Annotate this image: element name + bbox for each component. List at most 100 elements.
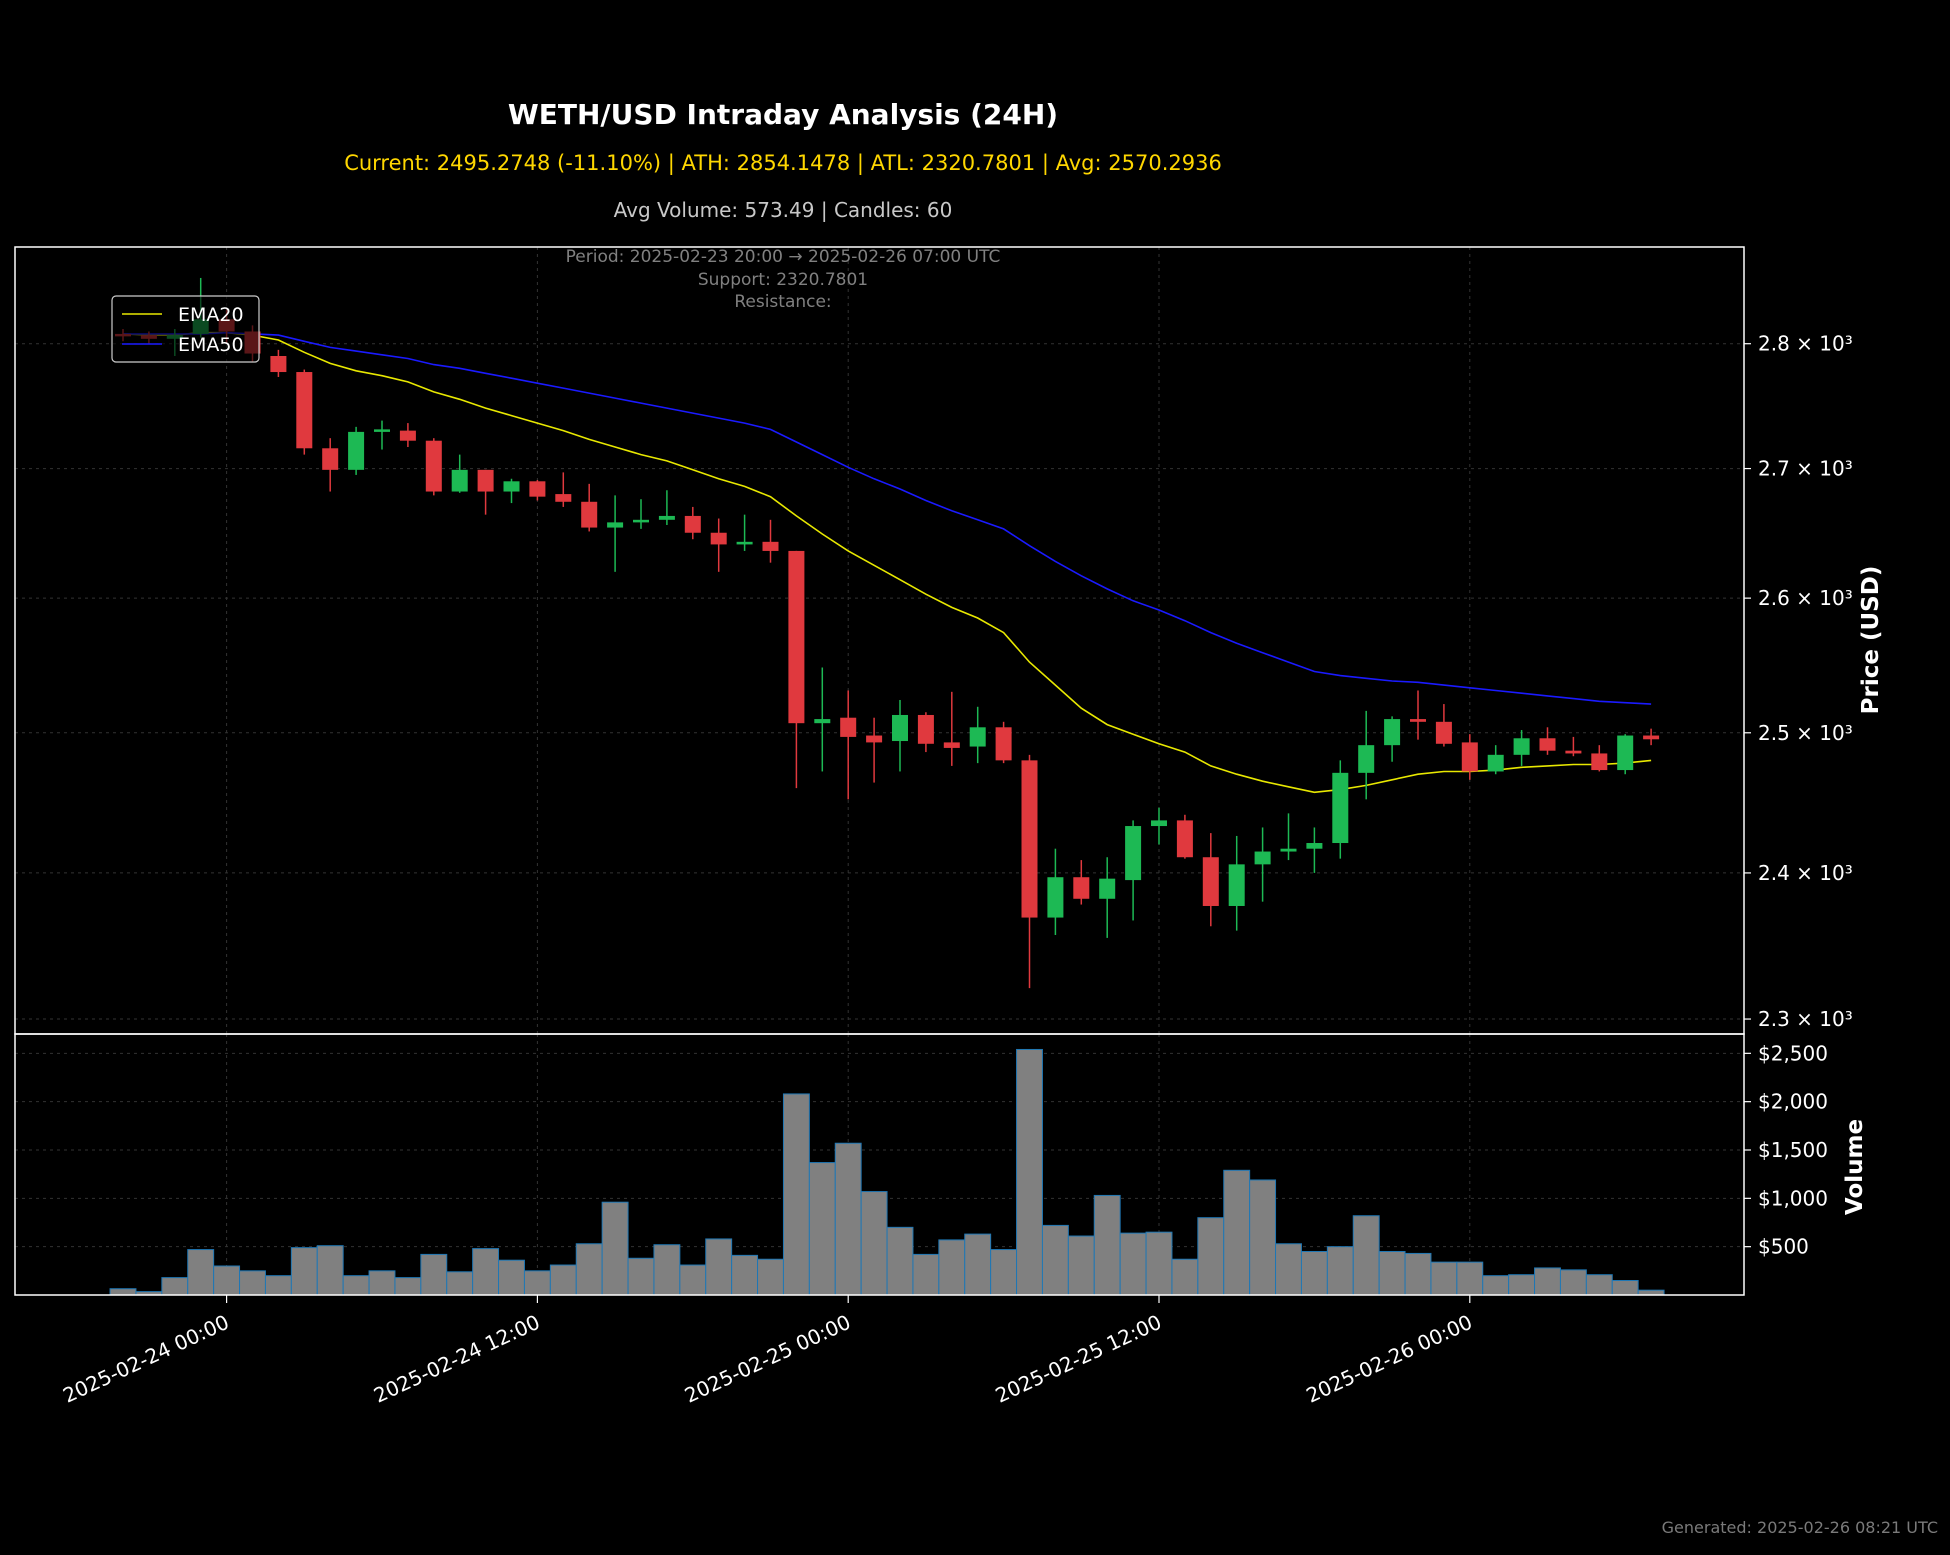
volume-bar	[1300, 1251, 1328, 1296]
volume-bar	[549, 1264, 577, 1296]
volume-bar	[498, 1259, 525, 1296]
price-tick-label: 2.5 × 10³	[1758, 721, 1853, 745]
candle-body-up	[348, 431, 365, 470]
volume-bar	[1352, 1215, 1380, 1296]
candle-body-down	[762, 541, 779, 551]
volume-bar	[1093, 1194, 1121, 1296]
candle-body-down	[840, 717, 857, 737]
volume-bar	[109, 1288, 137, 1296]
legend: EMA20 EMA50	[111, 295, 260, 363]
candle-body-up	[1254, 851, 1271, 865]
candle-body-up	[1487, 754, 1504, 772]
volume-bar	[731, 1254, 759, 1296]
chart-stats-subtitle: Current: 2495.2748 (-11.10%) | ATH: 2854…	[344, 151, 1222, 175]
volume-bar	[1378, 1251, 1406, 1296]
volume-bar	[834, 1142, 862, 1296]
candle-body-up	[658, 515, 675, 520]
ema-lines	[122, 331, 1652, 794]
volume-bar	[860, 1191, 888, 1296]
legend-ema20-label: EMA20	[178, 304, 244, 326]
price-tick-label: 2.4 × 10³	[1758, 861, 1853, 885]
x-tick-label: 2025-02-26 00:00	[1302, 1310, 1475, 1408]
volume-bar	[757, 1258, 784, 1296]
candle-body-up	[814, 719, 831, 724]
volume-bar	[1456, 1261, 1484, 1296]
candle-body-down	[555, 494, 572, 502]
candle-body-up	[1151, 820, 1167, 827]
candle-body-down	[1176, 820, 1193, 858]
volume-bar	[394, 1277, 422, 1296]
volume-bar	[1197, 1217, 1225, 1296]
candle-body-up	[1280, 848, 1297, 852]
candle-body-up	[1099, 878, 1116, 899]
volume-bar	[1119, 1232, 1147, 1296]
volume-bar	[1482, 1275, 1510, 1296]
price-tick-label: 2.3 × 10³	[1758, 1007, 1853, 1031]
candle-body-down	[581, 501, 598, 528]
volume-bar	[1611, 1280, 1639, 1296]
volume-bar	[1508, 1274, 1536, 1296]
candle-body-down	[1565, 750, 1582, 754]
info-resistance: Resistance:	[734, 292, 831, 312]
candle-body-down	[1073, 877, 1090, 899]
x-tick-label: 2025-02-24 00:00	[59, 1310, 232, 1408]
volume-bar	[886, 1226, 914, 1296]
volume-panel-frame	[14, 1033, 1745, 1296]
volume-axis-label: Volume	[1842, 1119, 1868, 1215]
candle-body-up	[1306, 843, 1323, 849]
chart-volume-subtitle: Avg Volume: 573.49 | Candles: 60	[613, 198, 953, 222]
volume-bar	[1559, 1269, 1587, 1296]
info-support: Support: 2320.7801	[698, 270, 868, 290]
volume-bar	[1275, 1243, 1302, 1296]
candle-body-down	[296, 372, 313, 449]
volume-bar	[1041, 1224, 1069, 1296]
volume-bar	[264, 1275, 292, 1296]
volume-bar	[679, 1264, 707, 1296]
candle-body-down	[1021, 760, 1038, 918]
candle-body-down	[477, 469, 494, 492]
volume-bar	[782, 1093, 810, 1296]
grid-layer	[15, 247, 1744, 1295]
volume-bar	[420, 1253, 448, 1296]
volume-bar	[964, 1233, 992, 1296]
candle-body-down	[399, 430, 416, 441]
candle-body-down	[866, 735, 883, 743]
volume-bar	[1534, 1267, 1561, 1296]
volume-bar	[627, 1257, 655, 1296]
volume-bar	[1249, 1179, 1277, 1296]
volume-tick-label: $2,000	[1758, 1090, 1828, 1114]
candle-body-up	[503, 481, 520, 492]
candle-body-down	[1643, 735, 1660, 740]
candle-body-down	[995, 727, 1012, 761]
candle-body-down	[710, 532, 727, 545]
volume-bar	[342, 1275, 370, 1296]
candle-body-up	[1332, 772, 1349, 844]
volume-bar	[446, 1271, 474, 1296]
volume-bar	[705, 1238, 733, 1296]
candle-body-down	[529, 481, 546, 497]
candle-body-up	[1358, 745, 1375, 773]
candle-body-down	[322, 448, 339, 470]
volume-bar	[1404, 1252, 1432, 1296]
volume-tick-label: $500	[1758, 1235, 1809, 1259]
x-tick-label: 2025-02-25 00:00	[681, 1310, 854, 1408]
volume-bar	[808, 1162, 836, 1296]
volume-bar	[912, 1253, 940, 1296]
volume-bar	[472, 1248, 500, 1296]
legend-ema50-label: EMA50	[178, 334, 244, 356]
candle-body-down	[788, 550, 805, 724]
candle-body-down	[1461, 742, 1478, 772]
volume-bar	[1016, 1048, 1043, 1296]
volume-tick-label: $2,500	[1758, 1041, 1828, 1065]
volume-bar	[1223, 1169, 1251, 1296]
legend-box	[111, 295, 260, 363]
volume-bar	[523, 1270, 551, 1296]
price-tick-label: 2.6 × 10³	[1758, 586, 1853, 610]
volume-bar	[239, 1270, 266, 1296]
candle-body-up	[892, 714, 908, 742]
volume-bar	[290, 1247, 318, 1296]
candle-body-up	[969, 727, 986, 747]
volume-tick-label: $1,500	[1758, 1138, 1828, 1162]
volume-bar	[1171, 1258, 1199, 1296]
